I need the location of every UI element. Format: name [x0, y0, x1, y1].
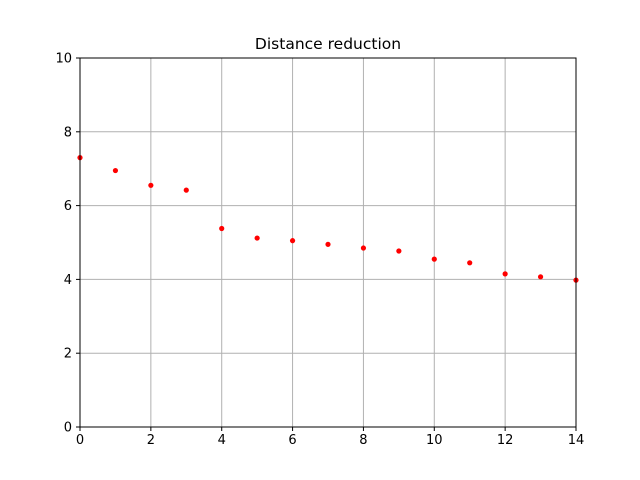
plot-frame — [79, 57, 577, 428]
data-point — [254, 235, 260, 241]
data-point — [148, 182, 154, 188]
y-tick-label: 8 — [64, 125, 72, 140]
data-point — [360, 245, 367, 251]
data-point — [431, 256, 437, 262]
y-tick-label: 4 — [64, 273, 72, 288]
x-tick-label: 14 — [568, 433, 585, 448]
chart-title: Distance reduction — [255, 35, 401, 53]
data-point — [396, 248, 402, 254]
y-tick-label: 0 — [64, 421, 72, 436]
y-tick-label: 10 — [55, 52, 72, 67]
y-tick-label: 6 — [64, 199, 72, 214]
data-point — [289, 238, 296, 244]
x-tick-label: 2 — [147, 433, 155, 448]
x-tick-label: 12 — [497, 433, 514, 448]
x-axis: 0 2 4 6 8 10 12 14 — [76, 427, 584, 448]
data-point — [467, 260, 473, 266]
x-tick-label: 6 — [288, 433, 296, 448]
x-tick-label: 4 — [218, 433, 226, 448]
x-tick-label: 0 — [76, 433, 84, 448]
x-tick-label: 10 — [426, 433, 443, 448]
data-point — [219, 225, 225, 232]
data-point — [112, 167, 119, 174]
data-point — [537, 274, 544, 280]
y-tick-label: 2 — [64, 347, 72, 362]
data-point — [502, 271, 508, 277]
data-point — [325, 241, 331, 247]
data-point — [183, 187, 189, 193]
x-tick-label: 8 — [359, 433, 367, 448]
data-points — [77, 155, 579, 283]
y-axis: 0 2 4 6 8 10 — [55, 52, 80, 436]
